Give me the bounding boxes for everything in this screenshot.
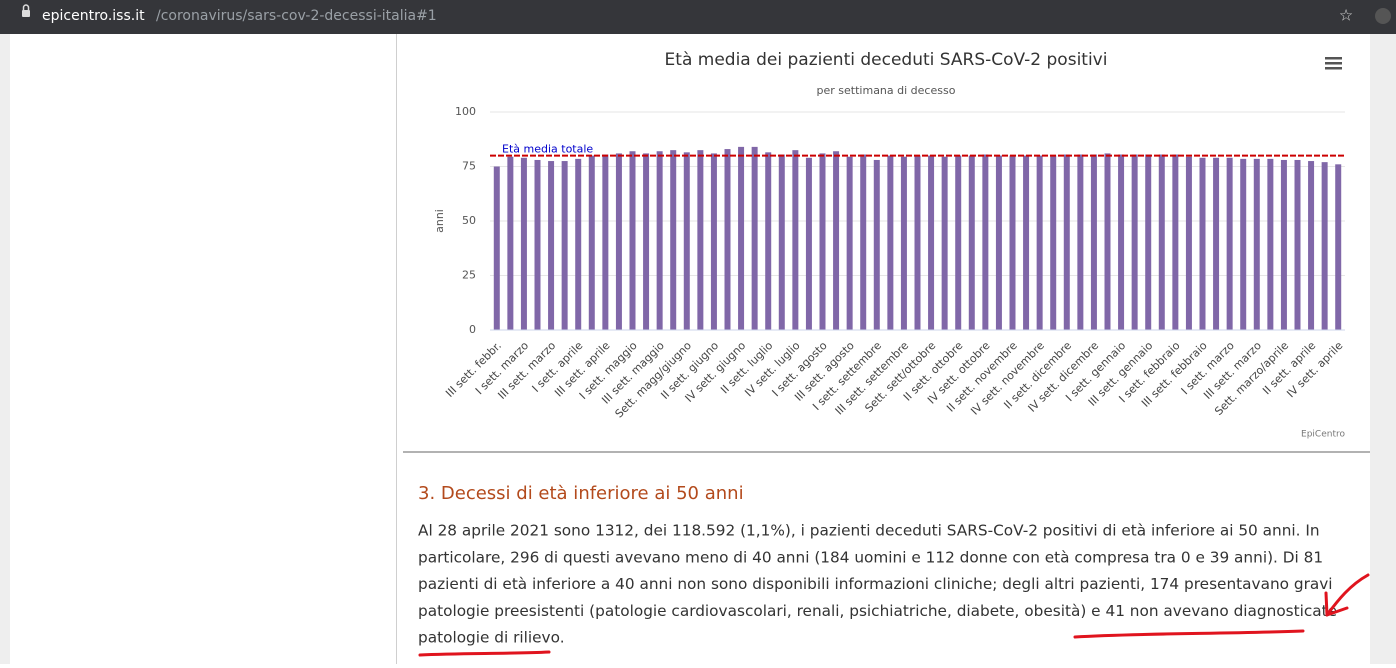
bar [1090,154,1097,330]
bar [873,159,880,330]
bar [548,161,555,330]
chart-credits: EpiCentro [1301,430,1345,440]
bar [928,155,935,330]
bar [670,150,677,330]
bar [1131,154,1138,330]
menu-bar [1325,67,1342,70]
bar [683,152,690,330]
reference-label: Età media totale [502,143,593,156]
bar [507,156,514,330]
bar [615,153,622,330]
bar [1185,156,1192,330]
bar [493,166,500,330]
bar [738,146,745,330]
menu-bar [1325,62,1342,65]
star-icon[interactable]: ☆ [1339,6,1353,25]
right-gutter [1370,34,1396,664]
y-tick-label: 100 [455,105,476,118]
bar [724,149,731,330]
bar [629,151,636,330]
arrow-annotation [1324,573,1370,617]
y-tick-label: 0 [469,323,476,336]
bar [643,153,650,330]
lock-shackle [22,4,30,10]
bar [1213,157,1220,330]
bar [1077,154,1084,330]
bar [1253,158,1260,330]
bar [751,146,758,330]
bar [819,153,826,330]
bar [914,155,921,330]
bar [968,155,975,330]
bar [941,156,948,330]
bar [1280,159,1287,330]
url-domain[interactable]: epicentro.iss.it [42,8,145,24]
paragraph-line: patologie preesistenti (patologie cardio… [418,602,1337,620]
paragraph: Al 28 aprile 2021 sono 1312, dei 118.592… [418,522,1337,647]
y-tick-label: 75 [462,160,476,173]
section-heading: 3. Decessi di età inferiore ai 50 anni [418,483,744,504]
bar [833,151,840,330]
profile-icon[interactable] [1375,8,1391,24]
y-tick-label: 50 [462,214,476,227]
bar [1294,159,1301,330]
bar [1036,155,1043,330]
bar [1267,158,1274,330]
underline-annotation [1073,629,1305,639]
bar [1335,164,1342,330]
y-axis-label: anni [433,209,446,233]
bar [697,150,704,330]
bar [1050,155,1057,330]
bar [846,156,853,330]
lock-icon [22,10,30,17]
bar [561,161,568,330]
paragraph-line: particolare, 296 di questi avevano meno … [418,548,1323,566]
bar [534,159,541,330]
bar [765,152,772,330]
paragraph-line: pazienti di età inferiore a 40 anni non … [418,575,1333,593]
bar [1240,158,1247,330]
left-gutter [0,34,10,664]
bar [805,157,812,330]
bar [710,153,717,330]
bar [900,156,907,330]
bar [887,155,894,330]
chart-subtitle: per settimana di decesso [817,84,956,97]
bar [982,154,989,330]
address-bar [0,0,1396,34]
bar [588,155,595,330]
bar [656,151,663,330]
bar [1172,154,1179,330]
bar [575,158,582,330]
menu-bar [1325,57,1342,60]
menu-icon[interactable] [1325,57,1342,70]
bar [1321,162,1328,330]
bar [792,150,799,330]
bar [602,154,609,330]
paragraph-line: patologie di rilievo. [418,629,565,647]
bar [1199,157,1206,330]
bar [1009,155,1016,330]
bar [860,154,867,330]
bar [1158,154,1165,330]
bar [1023,155,1030,330]
bar [1104,153,1111,330]
bar [778,154,785,330]
bar [1118,154,1125,330]
bar [1308,161,1315,330]
paragraph-line: Al 28 aprile 2021 sono 1312, dei 118.592… [418,522,1320,540]
chart-title: Età media dei pazienti deceduti SARS-CoV… [665,50,1108,70]
bar [995,155,1002,330]
bar [955,155,962,330]
bar [1145,154,1152,330]
underline-annotation [418,650,551,657]
bar [1226,157,1233,330]
url-path[interactable]: /coronavirus/sars-cov-2-decessi-italia#1 [156,8,437,24]
bar [1063,154,1070,330]
y-tick-label: 25 [462,269,476,282]
bar [520,157,527,330]
